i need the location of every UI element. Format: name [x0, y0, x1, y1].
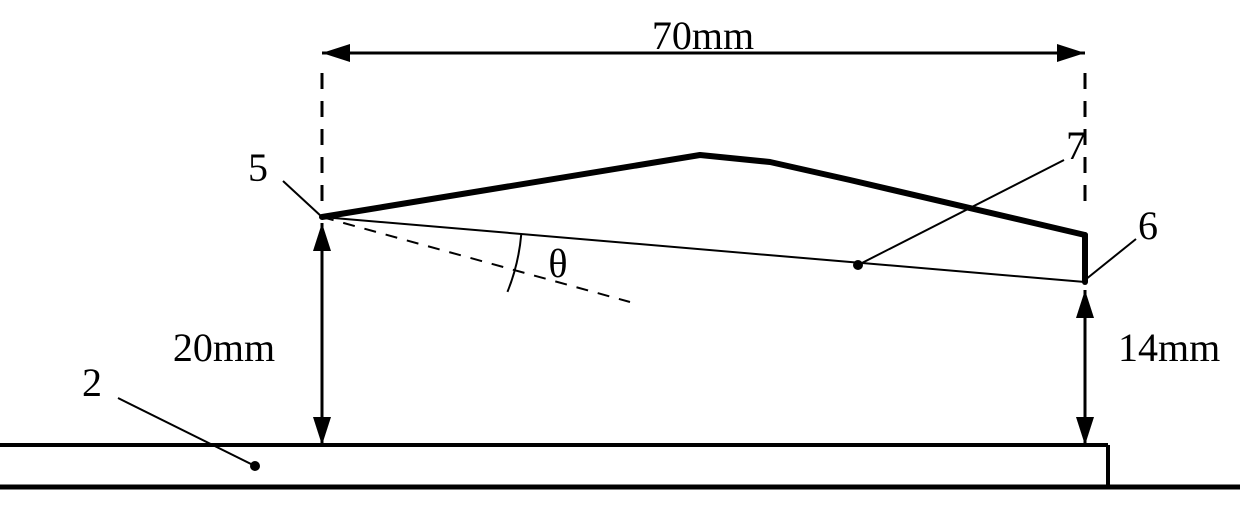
- callout-2-label: 2: [82, 360, 102, 405]
- callout-2-leader: [118, 398, 255, 466]
- callout-5-leader: [283, 181, 322, 217]
- callout-6-label: 6: [1138, 203, 1158, 248]
- angle-arc: [507, 234, 521, 291]
- callout-5-label: 5: [248, 145, 268, 190]
- dim-20mm-label: 20mm: [173, 325, 275, 370]
- dim-70mm-label: 70mm: [652, 13, 754, 58]
- callout-6-leader: [1085, 239, 1136, 280]
- callout-7-label: 7: [1066, 123, 1086, 168]
- theta-label: θ: [548, 241, 567, 286]
- callout-7-leader: [858, 160, 1064, 265]
- dim-14mm-label: 14mm: [1118, 325, 1220, 370]
- airfoil-upper: [322, 155, 1085, 235]
